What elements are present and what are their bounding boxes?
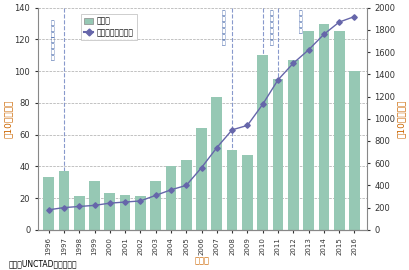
Bar — [196, 128, 207, 230]
Text: ア
ジ
ア
通
貨
危
機: ア ジ ア 通 貨 危 機 — [50, 20, 54, 61]
Legend: フロー, ストック（右軸）: フロー, ストック（右軸） — [81, 14, 136, 40]
Bar — [348, 71, 359, 230]
Bar — [272, 79, 283, 230]
Bar — [333, 32, 344, 230]
Bar — [226, 150, 237, 230]
X-axis label: （年）: （年） — [194, 257, 209, 266]
Bar — [180, 160, 191, 230]
Text: タ
イ
洪
水: タ イ 洪 水 — [298, 11, 302, 34]
Bar — [303, 32, 313, 230]
Y-axis label: （10億ドル）: （10億ドル） — [4, 100, 13, 138]
Bar — [58, 171, 69, 230]
Bar — [150, 181, 161, 230]
Text: 欧
州
信
務
危
機: 欧 州 信 務 危 機 — [269, 11, 272, 46]
Bar — [74, 197, 84, 230]
Y-axis label: （10億ドル）: （10億ドル） — [396, 100, 405, 138]
Bar — [43, 177, 54, 230]
Bar — [287, 60, 298, 230]
Bar — [89, 181, 100, 230]
Bar — [318, 23, 328, 230]
Bar — [241, 155, 252, 230]
Bar — [257, 55, 267, 230]
Bar — [211, 96, 222, 230]
Bar — [119, 195, 130, 230]
Text: 資料：UNCTADから作成。: 資料：UNCTADから作成。 — [8, 260, 76, 269]
Bar — [165, 166, 176, 230]
Text: 世
界
経
済
危
機: 世 界 経 済 危 機 — [221, 11, 225, 46]
Bar — [104, 193, 115, 230]
Bar — [135, 197, 145, 230]
